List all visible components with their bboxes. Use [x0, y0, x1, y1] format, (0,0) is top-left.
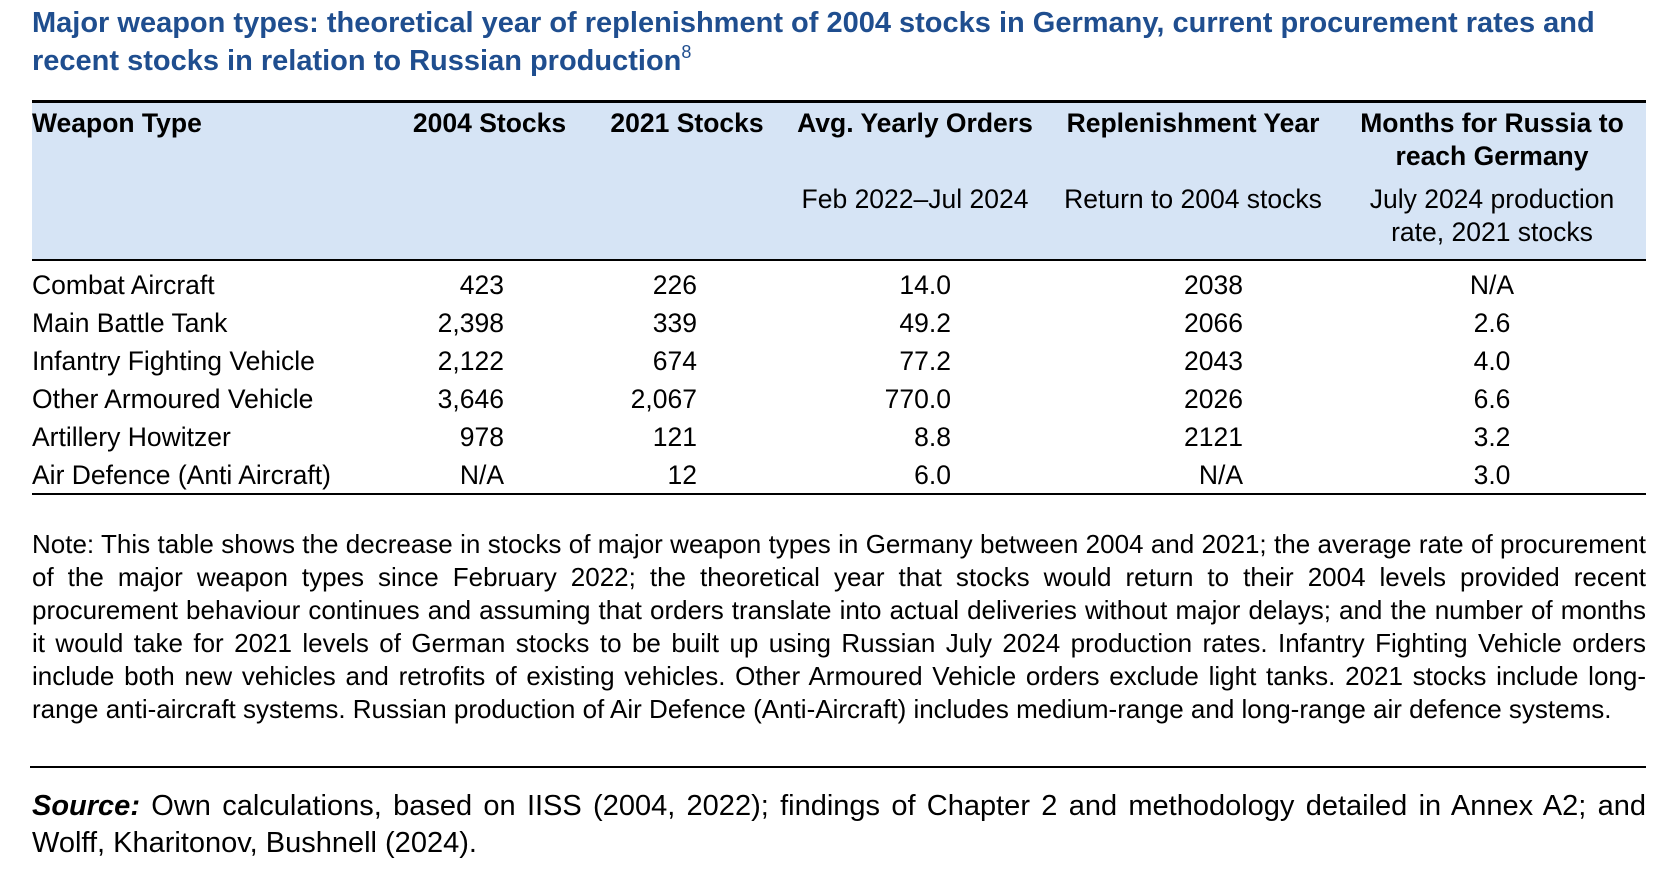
table-cell: 339 [652, 308, 697, 338]
table-cell: 121 [652, 422, 697, 452]
table-row: Other Armoured Vehicle 3,646 2,067 770.0 202… [32, 379, 1646, 417]
table-cell: N/A [1198, 460, 1243, 490]
table-cell: Artillery Howitzer [32, 422, 231, 452]
table-cell: 770.0 [884, 384, 951, 414]
table-cell: 4.0 [1473, 346, 1511, 376]
table-row: Main Battle Tank 2,398 339 49.2 2066 2.6 [32, 303, 1646, 341]
table-cell: 3.2 [1473, 422, 1511, 452]
header-cell: Replenishment Year [1066, 108, 1320, 138]
table-cell: 49.2 [899, 308, 951, 338]
header-row: Weapon Type 2004 Stocks 2021 Stocks Avg. Ye… [32, 101, 1646, 173]
table-cell: 2066 [1184, 308, 1243, 338]
note: Note: This table shows the decrease in s… [32, 529, 1646, 724]
subheader-cell [32, 173, 387, 260]
table-cell: 2043 [1184, 346, 1243, 376]
table-cell: N/A [1469, 270, 1515, 300]
table-body: Combat Aircraft 423 226 14.0 2038 N/A Main Bat… [32, 260, 1646, 494]
table-cell: N/A [459, 460, 504, 490]
table-cell: Combat Aircraft [32, 270, 215, 300]
title-text: Major weapon types: theoretical year of … [32, 7, 1595, 77]
source: Source: Own calculations, based on IISS … [32, 788, 1646, 862]
source-text: Own calculations, based on IISS (2004, 2… [32, 790, 1646, 859]
table-cell: 226 [652, 270, 697, 300]
table-cell: 14.0 [899, 270, 951, 300]
subheader-cell: Feb 2022–Jul 2024 [801, 184, 1029, 214]
table-cell: Main Battle Tank [32, 308, 228, 338]
table-cell: 12 [667, 460, 697, 490]
footnote-ref: 8 [681, 42, 692, 62]
table-cell: Infantry Fighting Vehicle [32, 346, 315, 376]
header-cell: Weapon Type [32, 108, 202, 138]
header-cell: 2004 Stocks [412, 108, 567, 138]
table-cell: 77.2 [899, 346, 951, 376]
table-row: Combat Aircraft 423 226 14.0 2038 N/A [32, 260, 1646, 303]
table-cell: 3.0 [1473, 460, 1511, 490]
subheader-cell: July 2024 production rate, 2021 stocks [1369, 184, 1615, 247]
title: Major weapon types: theoretical year of … [32, 4, 1662, 80]
subheader-row: Feb 2022–Jul 2024 Return to 2004 stocks Ju… [32, 173, 1646, 260]
header-cell: Avg. Yearly Orders [797, 108, 1033, 138]
subheader-cell [592, 173, 782, 260]
table-cell: Other Armoured Vehicle [32, 384, 314, 414]
table-cell: 2121 [1184, 422, 1243, 452]
table-cell: 6.6 [1473, 384, 1511, 414]
table-row: Artillery Howitzer 978 121 8.8 2121 3.2 [32, 417, 1646, 455]
table-row: Infantry Fighting Vehicle 2,122 674 77.2 204… [32, 341, 1646, 379]
header-cell: Months for Russia to reach Germany [1360, 108, 1624, 171]
source-label: Source: [32, 790, 140, 822]
table-cell: 3,646 [437, 384, 504, 414]
divider [30, 766, 1646, 768]
subheader-cell: Return to 2004 stocks [1064, 184, 1322, 214]
data-table: Weapon Type 2004 Stocks 2021 Stocks Avg. Ye… [32, 100, 1646, 495]
table-header: Weapon Type 2004 Stocks 2021 Stocks Avg. Ye… [32, 101, 1646, 260]
table-row: Air Defence (Anti Aircraft) N/A 12 6.0 N/A 3.… [32, 455, 1646, 494]
table-cell: 978 [459, 422, 504, 452]
table-cell: 423 [459, 270, 504, 300]
table-cell: 2,067 [630, 384, 697, 414]
table-cell: 674 [652, 346, 697, 376]
table-cell: 2,398 [437, 308, 504, 338]
table-cell: 2.6 [1473, 308, 1511, 338]
table-cell: 8.8 [914, 422, 951, 452]
table-cell: 6.0 [914, 460, 951, 490]
table-cell: 2026 [1184, 384, 1243, 414]
table-cell: Air Defence (Anti Aircraft) [32, 460, 331, 490]
table-cell: 2038 [1184, 270, 1243, 300]
header-cell: 2021 Stocks [610, 108, 764, 138]
subheader-cell [387, 173, 592, 260]
table-cell: 2,122 [437, 346, 504, 376]
